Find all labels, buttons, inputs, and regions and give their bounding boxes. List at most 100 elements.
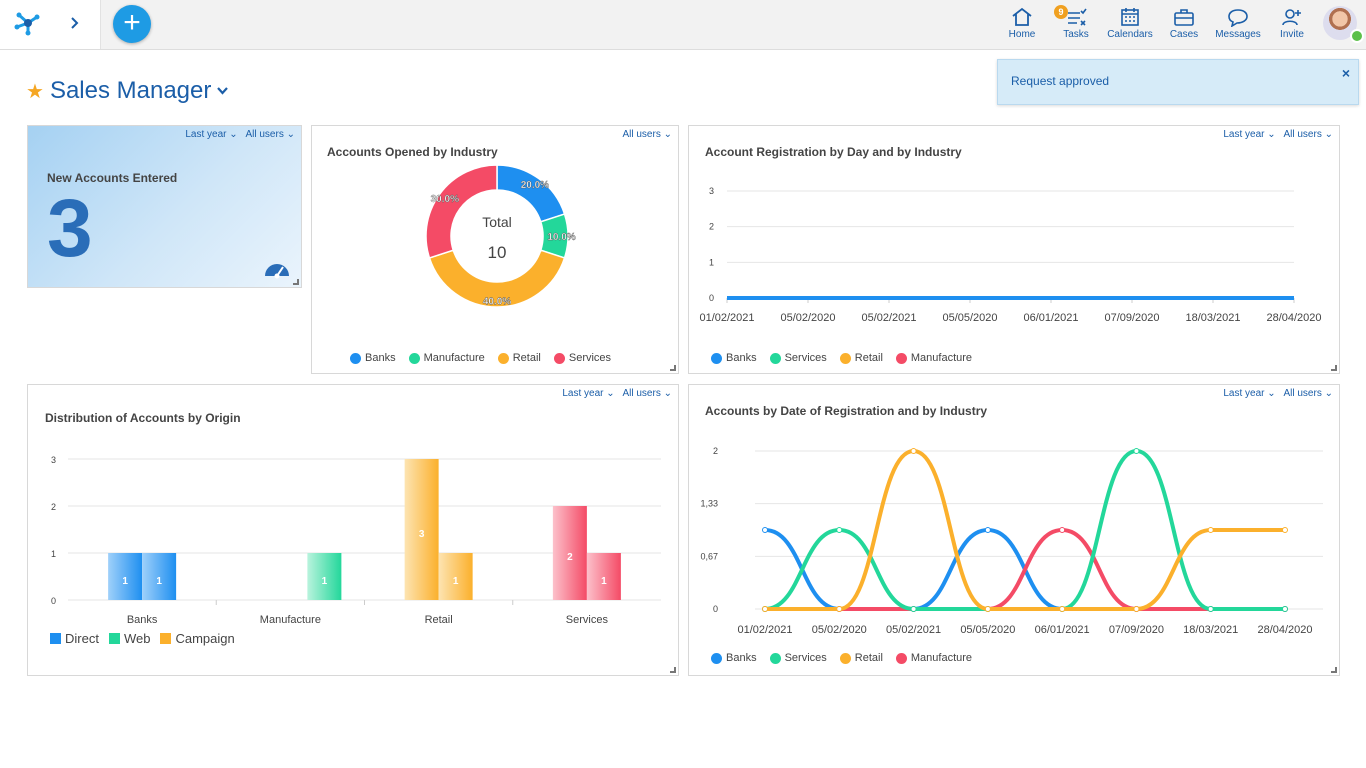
legend-item[interactable]: Retail (839, 352, 883, 364)
nav-calendars-label: Calendars (1107, 29, 1153, 40)
x-tick-label: 01/02/2021 (699, 312, 754, 324)
x-tick-label: 01/02/2021 (737, 624, 792, 636)
data-point (984, 527, 991, 533)
resize-handle[interactable] (1331, 667, 1337, 673)
x-tick-label: 18/03/2021 (1183, 624, 1238, 636)
data-point (1282, 606, 1288, 612)
kpi-card: Last year ⌄ All users ⌄ New Accounts Ent… (27, 125, 302, 288)
users-filter[interactable]: All users ⌄ (622, 388, 672, 399)
legend-item[interactable]: Direct (50, 631, 99, 646)
legend-item[interactable]: Web (108, 631, 150, 646)
x-tick-label: Banks (127, 614, 158, 626)
legend-item[interactable]: Banks (711, 652, 757, 664)
origin-distribution-card: Last year ⌄ All users ⌄ Distribution of … (27, 384, 679, 676)
nav-calendars[interactable]: Calendars (1102, 7, 1158, 40)
data-point (1207, 527, 1214, 533)
page-title[interactable]: ★ Sales Manager (26, 76, 229, 106)
series-line-manufacture (765, 527, 1285, 611)
legend-item[interactable]: Manufacture (895, 352, 972, 364)
x-tick-label: 07/09/2020 (1104, 312, 1159, 324)
donut-card: All users ⌄ Accounts Opened by Industry … (311, 125, 679, 374)
registration-by-day-card: Last year ⌄ All users ⌄ Account Registra… (688, 125, 1340, 374)
period-filter[interactable]: Last year ⌄ (562, 388, 615, 399)
x-tick-label: 05/02/2020 (780, 312, 835, 324)
period-filter[interactable]: Last year ⌄ (1223, 129, 1276, 140)
bar-value-label: 1 (156, 576, 162, 587)
x-tick-label: Manufacture (260, 614, 321, 626)
users-filter[interactable]: All users ⌄ (1283, 388, 1333, 399)
nav-messages-label: Messages (1215, 29, 1261, 40)
online-status-indicator (1350, 29, 1364, 43)
users-filter[interactable]: All users ⌄ (245, 129, 295, 140)
resize-handle[interactable] (1331, 365, 1337, 371)
x-tick-label: 05/05/2020 (942, 312, 997, 324)
line1-title: Account Registration by Day and by Indus… (705, 145, 962, 159)
tasks-badge: 9 (1054, 5, 1068, 19)
line2-title: Accounts by Date of Registration and by … (705, 404, 988, 418)
app-logo-icon[interactable] (13, 9, 43, 37)
nav-home[interactable]: Home (994, 7, 1050, 40)
legend-item[interactable]: Services (553, 352, 611, 364)
page-title-text: Sales Manager (49, 77, 212, 104)
x-tick-label: 05/02/2020 (812, 624, 867, 636)
legend-item[interactable]: Services (769, 652, 827, 664)
nav-home-label: Home (1008, 29, 1036, 40)
y-tick-label: 1 (709, 257, 714, 267)
donut-filters: All users ⌄ (617, 129, 672, 140)
legend-item[interactable]: Retail (497, 352, 541, 364)
legend-item[interactable]: Banks (711, 352, 757, 364)
users-filter[interactable]: All users ⌄ (622, 129, 672, 140)
accounts-by-date-card: Last year ⌄ All users ⌄ Accounts by Date… (688, 384, 1340, 676)
users-filter[interactable]: All users ⌄ (1283, 129, 1333, 140)
y-tick-label: 2 (709, 222, 714, 232)
top-bar: + Home 9 Tasks Calendars Cases Messages … (0, 0, 1366, 50)
chevron-down-icon[interactable] (217, 87, 229, 95)
notification-toast: Request approved × (997, 59, 1359, 105)
star-icon[interactable]: ★ (26, 80, 44, 103)
resize-handle[interactable] (293, 279, 299, 285)
period-filter[interactable]: Last year ⌄ (1223, 388, 1276, 399)
kpi-label: New Accounts Entered (47, 171, 178, 185)
legend-item[interactable]: Manufacture (895, 652, 972, 664)
x-tick-label: 07/09/2020 (1109, 624, 1164, 636)
data-point (1282, 527, 1288, 533)
line-chart-registration: 0 1 2 3 01/02/2021 05/02/2020 05/02/2021 05/05/… (699, 186, 1321, 324)
legend-item[interactable]: Retail (839, 652, 883, 664)
close-icon[interactable]: × (1341, 65, 1350, 81)
line-chart-by-date: 0 0,67 1,33 2 01/02/2021 05/02/2020 05/02/2021… (700, 446, 1323, 636)
line1-legend: Banks Services Retail Manufacture (711, 352, 972, 364)
legend-item[interactable]: Banks (350, 352, 396, 364)
nav-invite[interactable]: Invite (1264, 7, 1320, 40)
bar (108, 553, 143, 600)
legend-item[interactable]: Manufacture (408, 352, 485, 364)
legend-item[interactable]: Campaign (160, 631, 235, 646)
resize-handle[interactable] (670, 365, 676, 371)
line1-filters: Last year ⌄ All users ⌄ (1218, 129, 1333, 140)
y-tick-label: 3 (709, 186, 714, 196)
bar (404, 459, 439, 600)
nav-tasks-label: Tasks (1063, 29, 1089, 40)
data-point (910, 448, 917, 454)
legend-item[interactable]: Services (769, 352, 827, 364)
x-tick-label: Services (566, 614, 609, 626)
donut-legend: Banks Manufacture Retail Services (350, 352, 611, 364)
x-tick-label: 28/04/2020 (1257, 624, 1312, 636)
bars-legend: Direct Web Campaign (50, 631, 235, 646)
data-point (1133, 448, 1140, 454)
chevron-right-icon[interactable] (70, 17, 80, 29)
donut-center-label: Total (482, 214, 512, 230)
nav-tasks[interactable]: 9 Tasks (1048, 5, 1104, 40)
bars-filters: Last year ⌄ All users ⌄ (557, 388, 672, 399)
nav-cases[interactable]: Cases (1156, 7, 1212, 40)
bar-chart-origin: 0 1 2 3 Banks Manufacture Retail Services 1 1 1 3 1 2… (51, 455, 661, 626)
x-tick-label: Retail (425, 614, 453, 626)
tasks-icon (1068, 8, 1087, 26)
add-button[interactable]: + (113, 5, 151, 43)
y-tick-label: 0 (51, 596, 56, 606)
resize-handle[interactable] (670, 667, 676, 673)
nav-cases-label: Cases (1169, 29, 1199, 40)
nav-messages[interactable]: Messages (1210, 7, 1266, 40)
nav-invite-label: Invite (1280, 29, 1304, 40)
period-filter[interactable]: Last year ⌄ (185, 129, 238, 140)
home-icon (1012, 7, 1032, 26)
